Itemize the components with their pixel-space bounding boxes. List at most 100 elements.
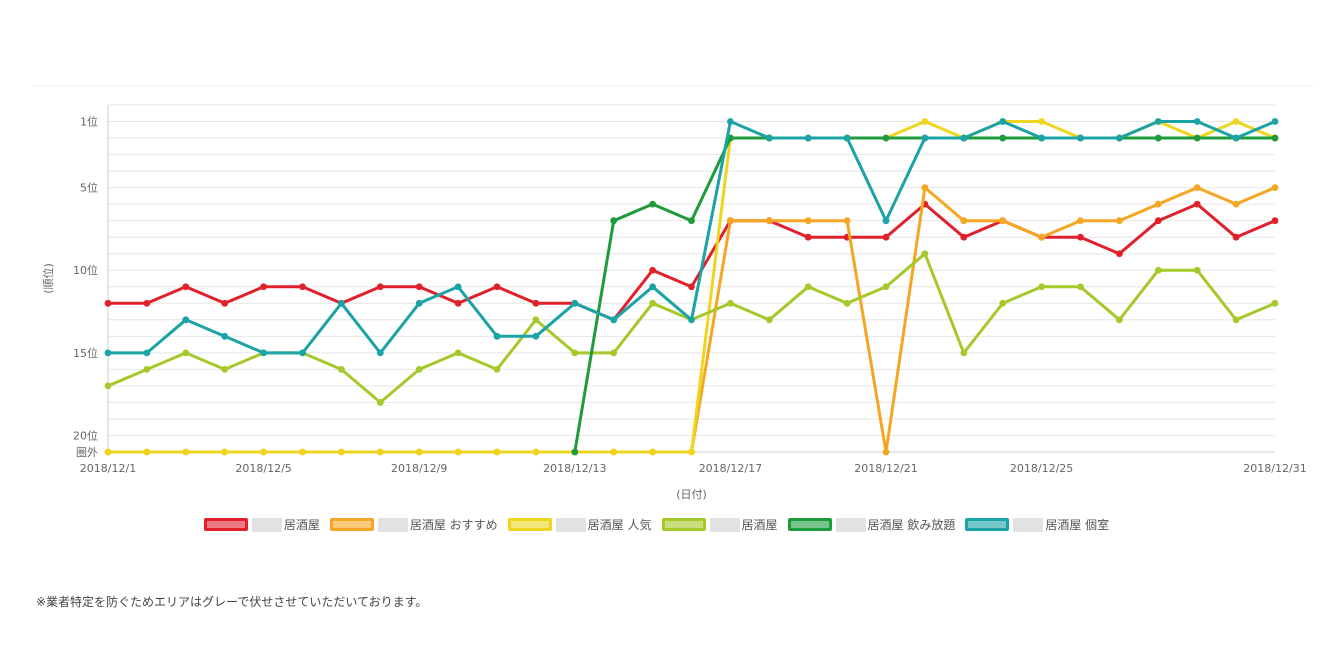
legend-item[interactable]: 居酒屋	[203, 516, 320, 533]
legend-item[interactable]: 居酒屋 飲み放題	[787, 516, 956, 533]
ranking-line-chart: 1位 5位 10位 15位 20位 圏外 2018/12/1 2018/12/5 2018/12…	[41, 104, 1307, 501]
data-point	[1232, 134, 1240, 142]
data-point	[1271, 217, 1279, 225]
legend-area-mask	[377, 517, 408, 532]
data-point	[960, 217, 968, 225]
data-point	[571, 448, 579, 456]
data-point	[1232, 200, 1240, 208]
legend-swatch	[507, 518, 552, 531]
y-tick-label: 圏外	[76, 446, 98, 459]
data-point	[221, 299, 229, 307]
data-point	[571, 299, 579, 307]
legend-label: 居酒屋 個室	[1045, 518, 1110, 532]
data-point	[143, 448, 151, 456]
legend-swatch	[329, 518, 374, 531]
data-point	[882, 448, 890, 456]
data-point	[688, 283, 695, 291]
data-point	[260, 283, 267, 291]
legend-item[interactable]: 居酒屋	[661, 516, 778, 533]
data-point	[1193, 266, 1201, 274]
legend-area-mask	[709, 517, 740, 532]
data-point	[1077, 233, 1084, 241]
data-point	[182, 283, 190, 291]
data-point	[649, 283, 656, 291]
data-point	[1193, 200, 1201, 208]
data-point	[1271, 184, 1279, 192]
data-point	[338, 365, 345, 373]
data-point	[804, 217, 812, 225]
data-point	[649, 448, 656, 456]
y-axis-title: (順位)	[41, 263, 55, 294]
legend-label: 居酒屋	[283, 518, 320, 532]
data-point	[921, 118, 929, 125]
data-point	[1154, 134, 1162, 142]
data-point	[376, 283, 384, 291]
legend-label: 居酒屋 飲み放題	[867, 518, 956, 532]
data-point	[532, 332, 540, 340]
data-point	[532, 299, 540, 307]
data-point	[765, 316, 773, 324]
data-point	[221, 448, 229, 456]
legend-area-mask	[251, 517, 282, 532]
data-point	[1154, 200, 1162, 208]
data-point	[104, 299, 112, 307]
data-point	[454, 448, 462, 456]
data-point	[1038, 283, 1045, 291]
masking-note: ※業者特定を防ぐためエリアはグレーで伏せさせていただいております。	[36, 595, 428, 609]
data-point	[1038, 134, 1045, 142]
data-point	[143, 349, 151, 357]
data-point	[882, 217, 890, 225]
data-point	[688, 316, 695, 324]
data-point	[1038, 233, 1045, 241]
y-tick-label: 20位	[73, 428, 98, 442]
data-point	[1232, 118, 1240, 125]
legend-label: 居酒屋 おすすめ	[409, 518, 498, 532]
data-point	[960, 233, 968, 241]
y-tick-label: 10位	[73, 263, 98, 277]
data-point	[727, 118, 734, 125]
data-point	[649, 266, 656, 274]
data-point	[376, 399, 384, 406]
legend-item[interactable]: 居酒屋 おすすめ	[329, 516, 498, 533]
data-point	[1154, 217, 1162, 225]
data-point	[999, 134, 1007, 142]
data-point	[1193, 134, 1201, 142]
legend-item[interactable]: 居酒屋 人気	[507, 516, 652, 533]
data-point	[454, 299, 462, 307]
data-point	[260, 448, 267, 456]
data-point	[610, 349, 618, 357]
data-point	[1116, 134, 1123, 142]
data-point	[727, 217, 734, 225]
data-point	[1116, 250, 1123, 258]
data-point	[104, 382, 112, 390]
x-tick-label: 2018/12/13	[543, 462, 606, 475]
data-point	[1077, 283, 1084, 291]
x-tick-label: 2018/12/1	[80, 462, 136, 475]
data-point	[1116, 217, 1123, 225]
data-point	[299, 349, 306, 357]
data-point	[921, 184, 929, 192]
legend-item[interactable]: 居酒屋 個室	[965, 516, 1109, 533]
data-point	[532, 448, 540, 456]
legend-swatch	[787, 518, 832, 531]
y-tick-label: 5位	[80, 181, 98, 195]
data-point	[182, 316, 190, 324]
x-tick-label: 2018/12/9	[391, 462, 447, 475]
y-tick-label: 1位	[80, 115, 98, 129]
data-point	[610, 448, 618, 456]
data-point	[415, 365, 423, 373]
x-tick-label: 2018/12/25	[1010, 462, 1073, 475]
data-point	[1232, 316, 1240, 324]
data-point	[1038, 118, 1045, 125]
data-point	[104, 448, 112, 456]
data-point	[804, 134, 812, 142]
legend-area-mask	[1013, 517, 1044, 532]
data-point	[765, 217, 773, 225]
legend-swatch	[661, 518, 706, 531]
data-point	[688, 448, 695, 456]
data-point	[999, 118, 1007, 125]
data-point	[882, 283, 890, 291]
data-point	[299, 283, 306, 291]
data-point	[882, 233, 890, 241]
data-point	[1116, 316, 1123, 324]
